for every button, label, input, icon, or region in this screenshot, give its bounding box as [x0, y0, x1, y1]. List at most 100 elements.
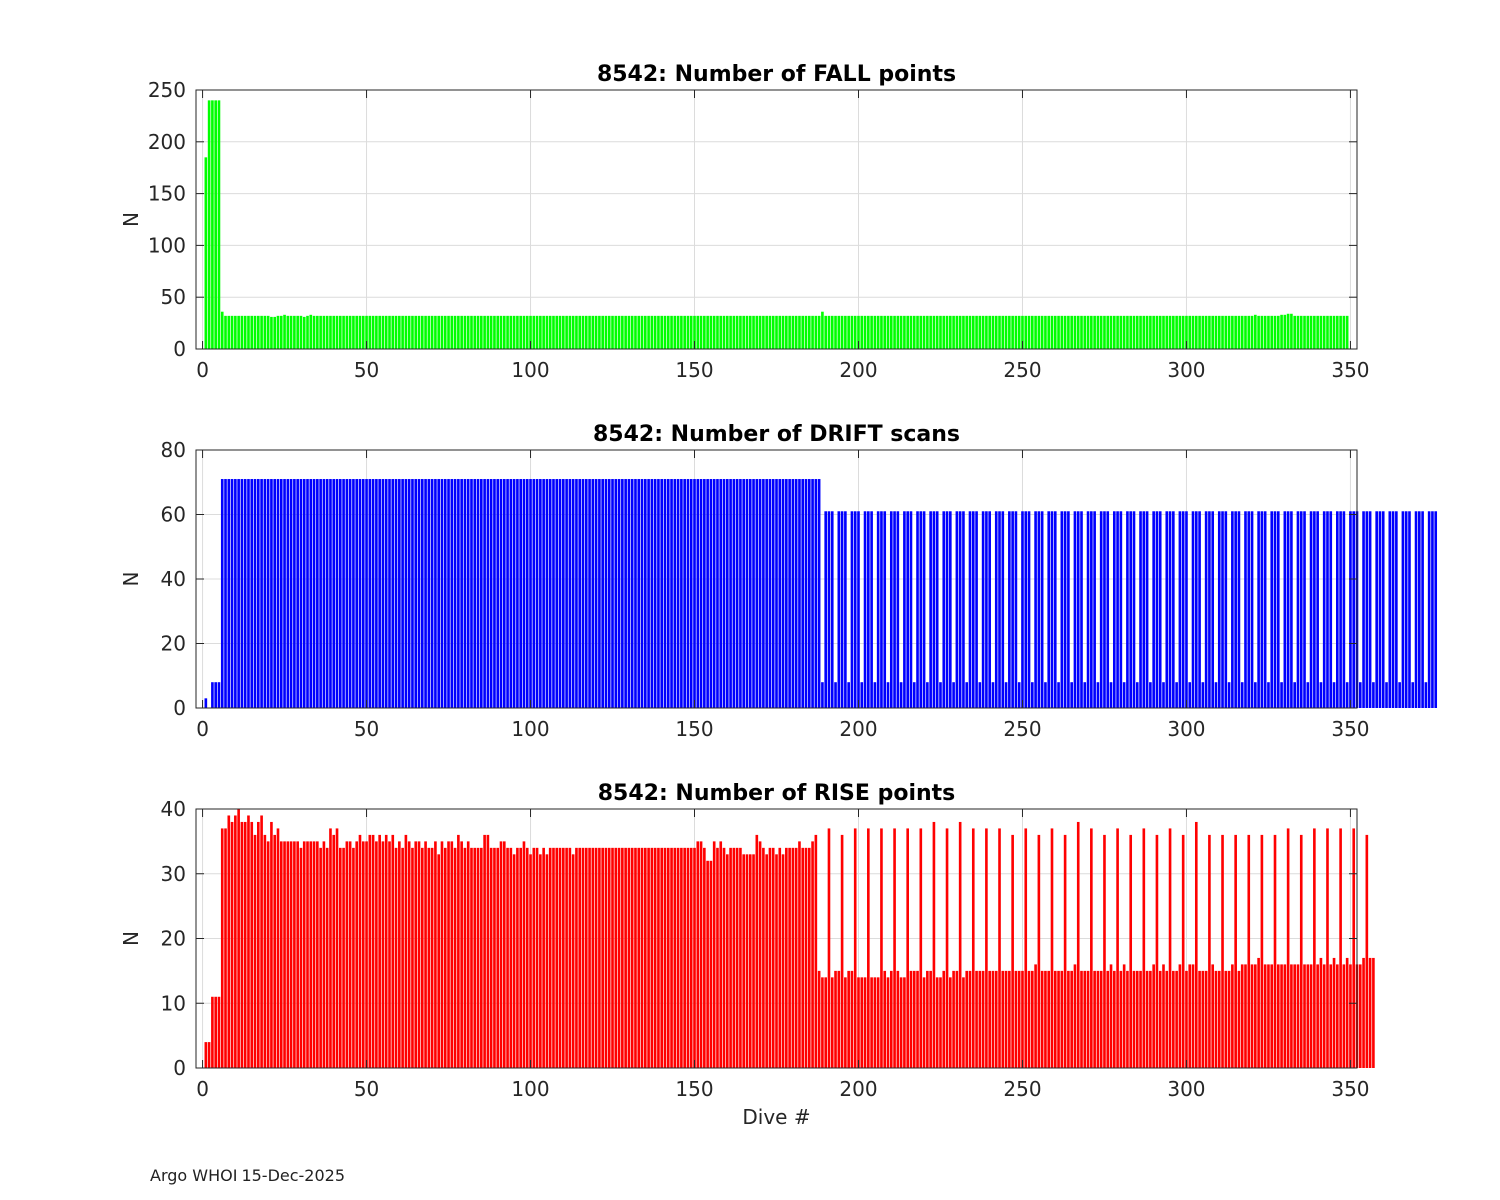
bar [1231, 964, 1234, 1068]
bar [949, 315, 952, 349]
bar [1365, 511, 1369, 708]
bar [965, 315, 969, 349]
bar [991, 315, 995, 349]
bar [1224, 511, 1228, 708]
bar [227, 815, 231, 1068]
bar [791, 479, 795, 708]
bar [1224, 315, 1228, 349]
bar [289, 479, 293, 708]
bar [952, 315, 955, 349]
bar [358, 834, 362, 1068]
bar [719, 841, 723, 1068]
bar [289, 315, 293, 349]
bar [411, 315, 414, 349]
bar [1060, 970, 1064, 1068]
bar [1011, 834, 1014, 1068]
bar [581, 479, 585, 708]
x-tick-label: 50 [354, 1077, 379, 1101]
bar [227, 315, 231, 349]
bar [853, 511, 857, 708]
bar [1372, 682, 1375, 708]
bar [1221, 315, 1224, 349]
bar [506, 847, 509, 1068]
bar [1290, 313, 1293, 349]
bar [1168, 511, 1172, 708]
bar [578, 847, 582, 1068]
bar [604, 847, 608, 1068]
bar [568, 847, 572, 1068]
bar [637, 479, 641, 708]
bar [1126, 315, 1129, 349]
bar [1336, 315, 1339, 349]
bar [1342, 315, 1346, 349]
bar [604, 479, 608, 708]
bar [909, 970, 913, 1068]
bar [371, 834, 375, 1068]
bar [1175, 970, 1178, 1068]
bar [611, 847, 614, 1068]
bar [555, 315, 559, 349]
bar [791, 315, 795, 349]
bar [525, 479, 529, 708]
bar [683, 847, 686, 1068]
bar [316, 479, 319, 708]
bar [837, 970, 841, 1068]
bar [430, 315, 434, 349]
bar [893, 828, 896, 1068]
bar [788, 847, 791, 1068]
bar [919, 828, 923, 1068]
bar [821, 311, 824, 349]
bar [706, 479, 709, 708]
bar [355, 841, 359, 1068]
bar [1431, 511, 1434, 708]
bar [401, 315, 404, 349]
bar [391, 315, 395, 349]
bar [575, 847, 578, 1068]
bar [1254, 682, 1257, 708]
bar [840, 511, 844, 708]
bar [857, 511, 860, 708]
bar [404, 315, 408, 349]
bar [775, 315, 778, 349]
bar [1119, 511, 1123, 708]
bar [496, 479, 500, 708]
bar [234, 315, 237, 349]
bar [352, 315, 355, 349]
bar [211, 682, 214, 708]
bar [1106, 970, 1110, 1068]
bar [234, 815, 237, 1068]
bar [263, 834, 267, 1068]
bar [306, 841, 309, 1068]
bar [1145, 970, 1149, 1068]
bar [703, 847, 706, 1068]
bar [450, 315, 454, 349]
bar [745, 854, 749, 1068]
bar [640, 315, 644, 349]
bar [1424, 682, 1428, 708]
bar [319, 847, 322, 1068]
bar [496, 315, 500, 349]
bar [1208, 511, 1211, 708]
bar [581, 315, 585, 349]
bar [1313, 315, 1316, 349]
bar [224, 479, 227, 708]
bar [735, 479, 739, 708]
bar [371, 315, 375, 349]
bar [945, 828, 949, 1068]
bar [457, 834, 460, 1068]
bar [204, 157, 208, 349]
bar [1342, 964, 1346, 1068]
bar [1011, 511, 1014, 708]
bar [775, 479, 778, 708]
bar [417, 315, 421, 349]
bar [1316, 964, 1319, 1068]
bar [220, 311, 224, 349]
bar [601, 479, 604, 708]
bar [634, 847, 637, 1068]
bar [978, 315, 982, 349]
bar [765, 315, 768, 349]
bar [1221, 834, 1224, 1068]
bar [352, 847, 355, 1068]
bar [1057, 970, 1060, 1068]
bar [253, 479, 257, 708]
